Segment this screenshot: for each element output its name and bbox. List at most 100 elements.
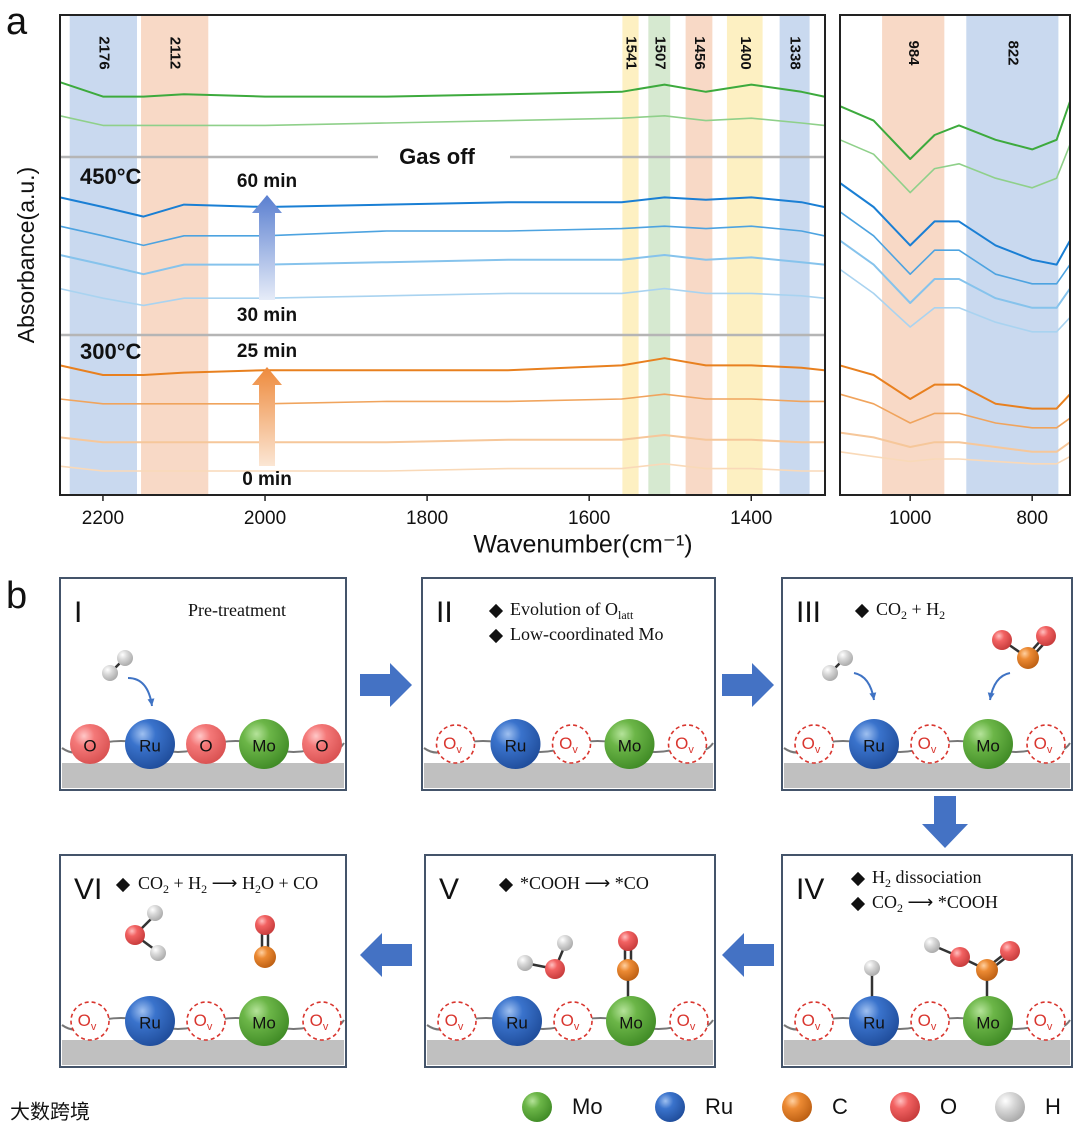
atom-label: Ru [863,736,885,755]
atom-label: O [83,736,96,755]
flow-arrow [722,663,774,707]
spectrum-line [59,225,825,247]
oxygen-vacancy [794,1001,834,1041]
atom-label: Ov [677,1011,696,1032]
band [69,15,137,495]
atom-label: Ov [675,734,694,755]
bullet [850,871,866,887]
atom-ball [822,665,838,681]
spectrum-line [839,182,1071,266]
spectrum-line [839,239,1071,309]
text-run: O [675,734,688,753]
support [424,763,713,788]
atom-label: Ru [863,1013,885,1032]
legend-label: O [940,1094,957,1119]
band-label: 1507 [651,36,668,69]
time-label: 25 min [237,341,297,362]
band-label: 1541 [623,36,640,69]
atom-ball [1000,941,1020,961]
step-text: *COOH ⟶ *CO [520,873,649,893]
atom-label: Ru [139,1013,161,1032]
spectrum-line [59,115,825,127]
step-text: CO2 ⟶ *COOH [872,892,998,915]
subscript: v [456,744,462,756]
spectrum-line [59,434,825,444]
oxygen-vacancy [794,724,834,764]
spectrum-line [839,139,1071,194]
legend-marker [522,1092,552,1122]
band-label: 984 [905,40,922,66]
text-run: Low-coordinated Mo [510,624,663,644]
atom-ball [950,947,970,967]
text-run: O [918,1011,931,1030]
bullet [850,896,866,912]
atom-label: Ov [802,1011,821,1032]
subscript: v [1047,744,1053,756]
temperature-label: 450°C [80,164,142,189]
subscript: latt [618,608,634,622]
atom [239,719,289,769]
spectrum-line [839,101,1071,160]
atom-label: Mo [618,736,642,755]
step-numeral: I [74,596,82,629]
subscript: 2 [885,876,891,890]
text-run: O [561,1011,574,1030]
subscript: 2 [255,882,261,896]
text-run: O [559,734,572,753]
flow-arrow [922,796,968,848]
band-label: 1338 [787,36,804,69]
text-run: O [1034,734,1047,753]
step-text: CO2 + H2 ⟶ H2O + CO [138,873,318,896]
atom-label: Ov [918,734,937,755]
x-tick-label: 800 [1016,508,1048,529]
legend-label: Ru [705,1094,733,1119]
time-label: 30 min [237,305,297,326]
subscript: v [690,1021,696,1033]
spectrum-line [839,211,1071,285]
text-run: dissociation [891,867,982,887]
subscript: v [207,1021,213,1033]
x-tick-label: 1000 [889,508,931,529]
subscript: v [931,1021,937,1033]
atom-label: Mo [619,1013,643,1032]
step-text: CO2 + H2 [876,599,945,622]
bullet [115,877,131,893]
step-numeral: IV [796,873,824,906]
text-run: O [194,1011,207,1030]
atom-ball [864,960,880,976]
text-run: Pre-treatment [188,600,286,620]
band [966,15,1059,495]
panel-label: b [6,575,27,617]
band-label: 822 [1004,40,1021,65]
atom [963,996,1013,1046]
spectrum-line [839,268,1071,333]
atom-ball [117,650,133,666]
support [784,1040,1070,1065]
adsorption-arrow-head [987,692,995,700]
step-numeral: V [439,873,459,906]
support [62,763,344,788]
text-run: O [78,1011,91,1030]
text-run: H [872,867,885,887]
atom-label: Ov [559,734,578,755]
band [141,15,209,495]
atom-ball [125,925,145,945]
text-run: + H [907,599,939,619]
atom-label: Ru [505,736,527,755]
bullet [488,628,504,644]
oxygen-vacancy [435,724,476,764]
oxygen-vacancy [186,1001,226,1041]
x-tick-label: 1400 [730,508,772,529]
spectrum-line [59,357,825,376]
bullet [854,603,870,619]
atom-label: Ov [918,1011,937,1032]
panel-label: a [6,1,28,43]
atom-label: Mo [976,736,1000,755]
spectrum-line [839,451,1071,465]
progress-arrow [252,195,282,300]
atom-label: Ov [802,734,821,755]
time-label: 60 min [237,171,297,192]
spectrum-line [59,81,825,98]
flow-arrow [360,933,412,977]
x-axis-label: Wavenumber(cm⁻¹) [473,531,692,559]
